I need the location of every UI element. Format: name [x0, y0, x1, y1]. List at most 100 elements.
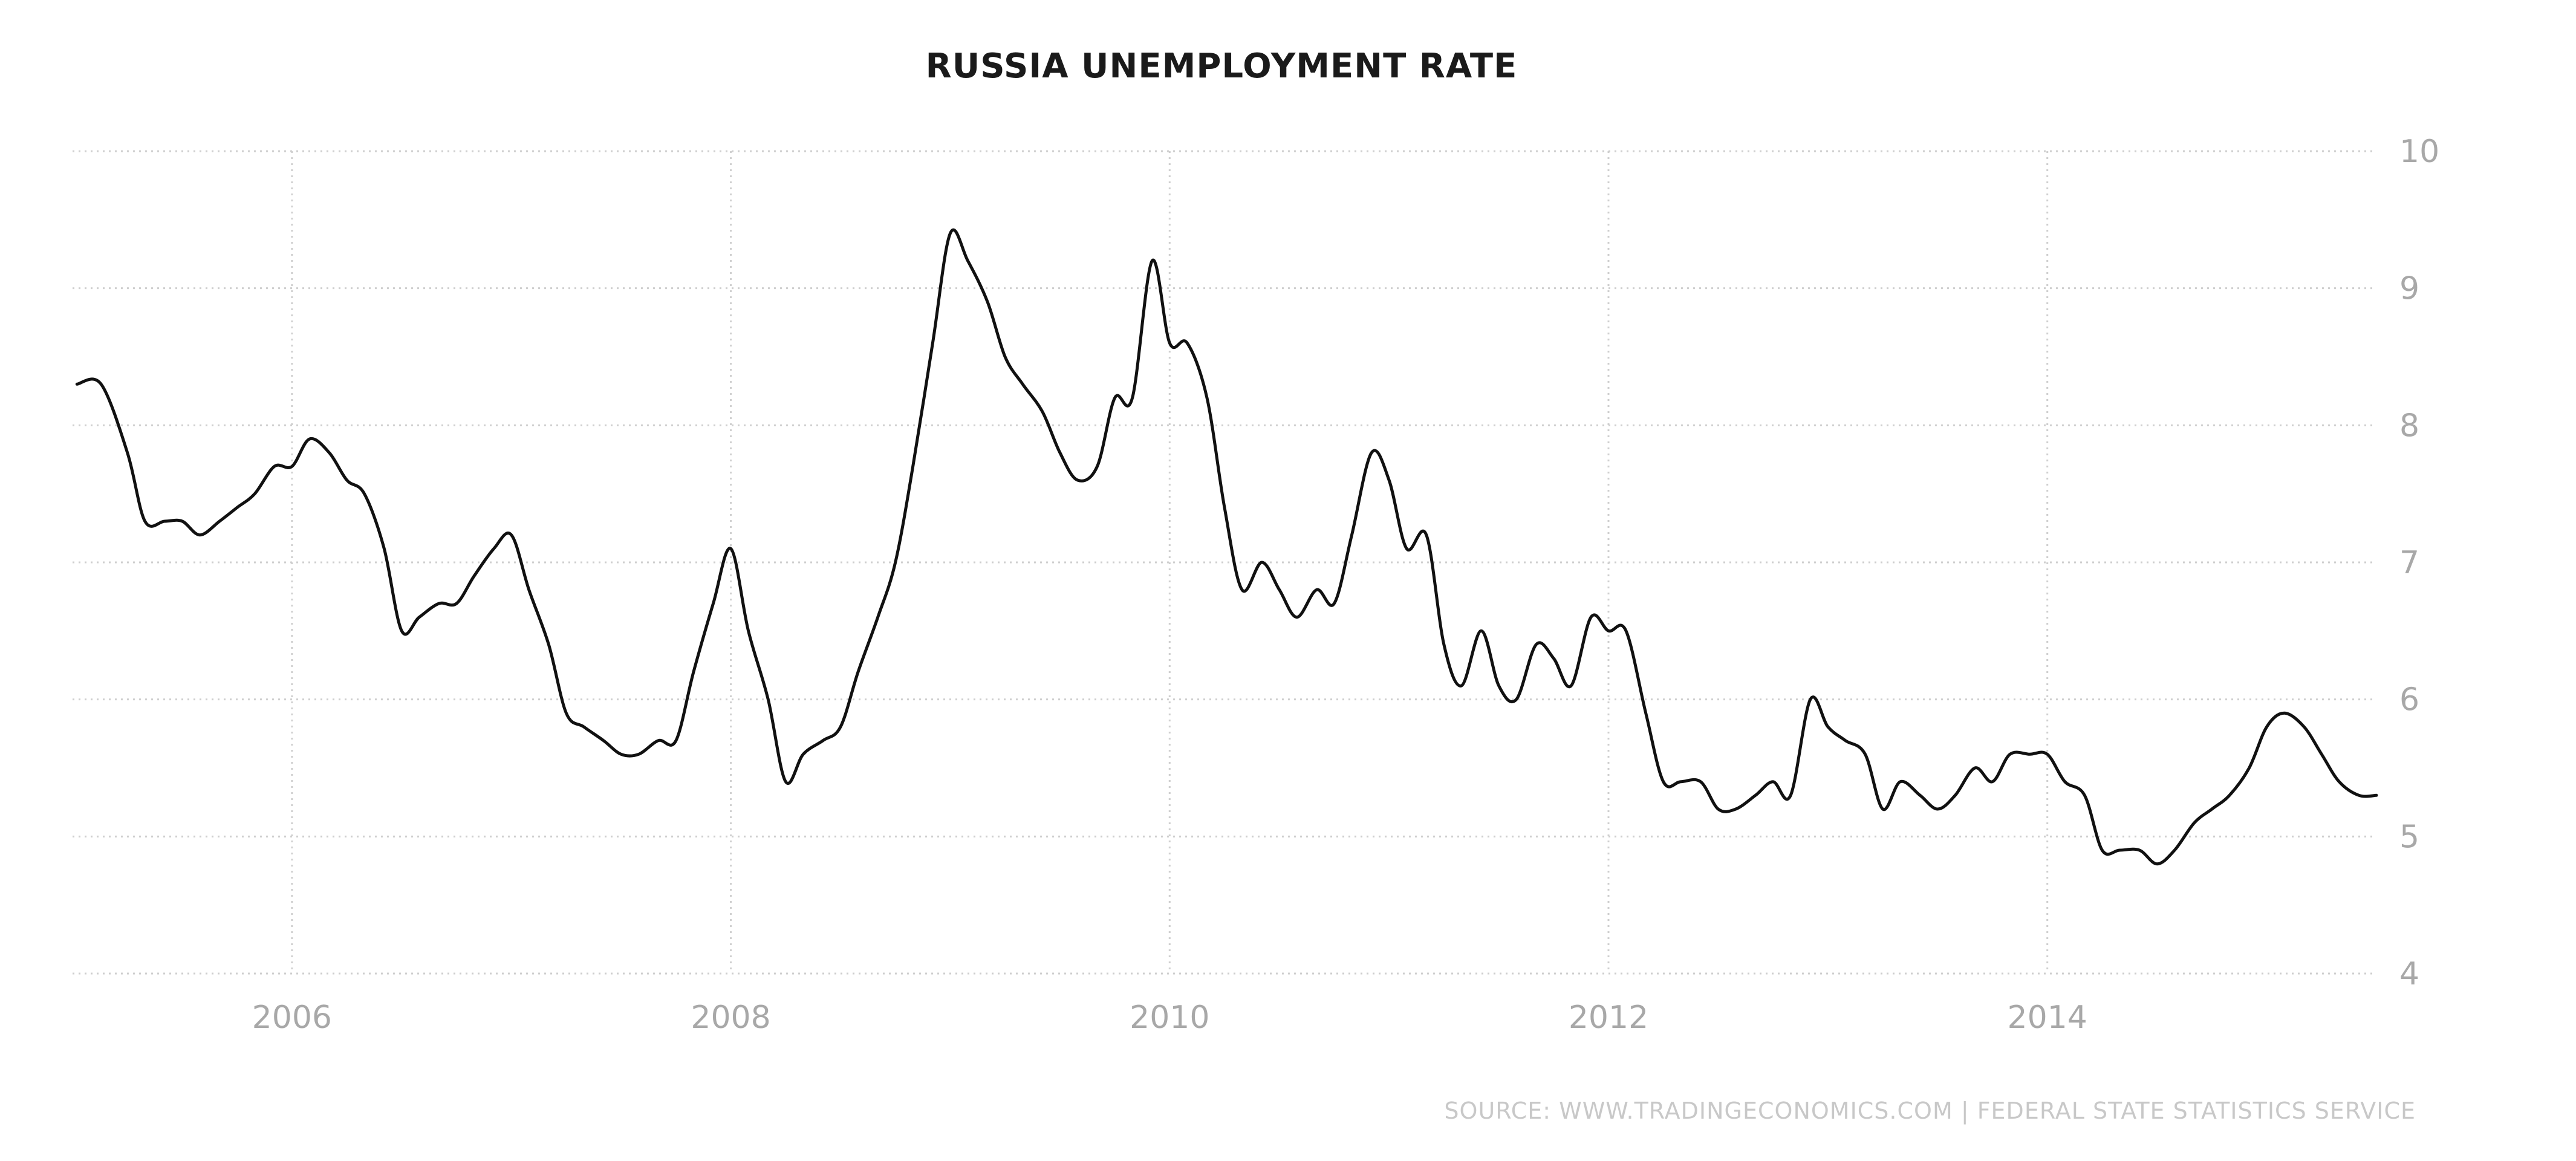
- data-point: [492, 547, 495, 550]
- data-point: [1278, 588, 1281, 591]
- data-point: [747, 629, 750, 633]
- data-point: [1662, 780, 1665, 783]
- data-point: [1076, 479, 1079, 482]
- data-point: [438, 602, 441, 605]
- data-point: [218, 520, 221, 523]
- data-point: [2358, 794, 2361, 797]
- x-axis-ticks: 2006 2008 2010 2012 2014: [252, 1000, 2087, 1036]
- data-point: [473, 574, 476, 577]
- data-point: [2138, 849, 2141, 852]
- data-point: [510, 533, 513, 536]
- data-point: [565, 712, 568, 715]
- data-point: [1991, 780, 1994, 783]
- data-point: [2173, 849, 2176, 852]
- data-point: [1844, 739, 1847, 742]
- data-point: [931, 342, 934, 345]
- data-point: [2063, 780, 2066, 783]
- data-point: [637, 753, 640, 756]
- data-point: [2228, 794, 2231, 797]
- data-point: [2156, 862, 2159, 865]
- data-point: [1186, 342, 1189, 345]
- data-point: [236, 506, 239, 509]
- data-point: [1168, 342, 1171, 345]
- data-point: [126, 451, 129, 454]
- data-point: [784, 780, 787, 783]
- y-tick-label: 4: [2399, 956, 2419, 992]
- data-point: [1590, 616, 1593, 619]
- data-point: [1570, 685, 1573, 688]
- source-note: SOURCE: WWW.TRADINGECONOMICS.COM | FEDER…: [1444, 1098, 2416, 1125]
- data-point: [857, 671, 860, 674]
- data-point: [839, 726, 842, 729]
- x-tick-label: 2014: [2008, 1000, 2087, 1036]
- chart-title: RUSSIA UNEMPLOYMENT RATE: [926, 47, 1518, 86]
- data-point: [547, 643, 550, 646]
- data-point: [767, 698, 770, 701]
- data-point: [198, 533, 201, 536]
- data-point: [1241, 588, 1244, 591]
- data-point: [2303, 726, 2306, 729]
- data-point: [1131, 397, 1134, 400]
- data-point: [1405, 547, 1408, 550]
- data-point: [1497, 685, 1500, 688]
- data-point: [2193, 821, 2196, 824]
- data-point: [1515, 698, 1518, 701]
- data-point: [1899, 780, 1902, 783]
- x-tick-label: 2008: [691, 1000, 770, 1036]
- data-point: [1625, 629, 1628, 633]
- data-point: [527, 588, 530, 591]
- data-point: [1535, 643, 1538, 646]
- data-point: [2283, 712, 2286, 715]
- data-point: [2375, 794, 2378, 797]
- data-point: [2265, 726, 2268, 729]
- data-point: [1370, 451, 1373, 454]
- data-point: [949, 232, 952, 235]
- data-point: [1607, 629, 1610, 633]
- x-tick-label: 2012: [1569, 1000, 1648, 1036]
- data-point: [345, 479, 348, 482]
- data-point: [1699, 780, 1702, 783]
- data-point: [1113, 397, 1116, 400]
- y-tick-label: 5: [2399, 819, 2419, 855]
- data-point: [966, 259, 969, 262]
- y-axis-ticks: 4 5 6 7 8 9 10: [2399, 134, 2439, 992]
- data-point: [143, 520, 146, 523]
- data-point: [1041, 410, 1044, 413]
- data-point: [1460, 685, 1463, 688]
- data-point: [1864, 753, 1867, 756]
- data-point: [2101, 849, 2104, 852]
- data-point: [620, 753, 623, 756]
- data-point: [1826, 726, 1829, 729]
- data-point: [76, 383, 79, 386]
- data-point: [1295, 616, 1298, 619]
- x-tick-label: 2010: [1130, 1000, 1209, 1036]
- data-point: [290, 465, 293, 468]
- data-point: [1096, 465, 1099, 468]
- data-point: [1425, 533, 1428, 536]
- data-point: [383, 547, 386, 550]
- data-point: [802, 753, 805, 756]
- y-tick-label: 8: [2399, 408, 2419, 444]
- data-point: [1151, 259, 1154, 262]
- data-point: [1552, 657, 1555, 660]
- data-point: [1789, 794, 1792, 797]
- data-point: [657, 739, 660, 742]
- data-point: [1480, 629, 1483, 633]
- data-point: [253, 492, 256, 495]
- data-point: [100, 383, 103, 386]
- data-point: [1315, 588, 1318, 591]
- data-point: [1734, 808, 1737, 811]
- data-point: [894, 561, 897, 564]
- data-point: [1058, 451, 1061, 454]
- x-tick-label: 2006: [252, 1000, 332, 1036]
- data-point: [1754, 794, 1757, 797]
- data-point: [1644, 712, 1647, 715]
- data-point: [582, 726, 585, 729]
- data-point: [2083, 794, 2086, 797]
- data-point: [363, 492, 366, 495]
- data-point: [418, 616, 421, 619]
- data-point: [2248, 767, 2251, 770]
- data-point: [602, 739, 605, 742]
- data-point: [1004, 356, 1007, 359]
- y-tick-label: 6: [2399, 682, 2419, 718]
